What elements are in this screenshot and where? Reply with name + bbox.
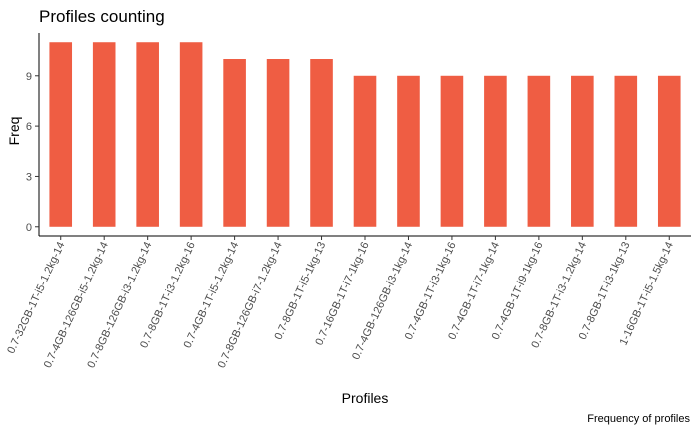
bar <box>440 75 464 227</box>
y-tick-label: 6 <box>26 121 32 133</box>
bar <box>484 75 507 227</box>
bar <box>179 42 203 227</box>
bar <box>49 42 73 227</box>
y-axis-title: Freq <box>6 117 22 146</box>
x-axis-title: Profiles <box>342 390 389 406</box>
bars-group <box>49 42 681 227</box>
bar <box>136 42 159 227</box>
bar <box>310 59 333 227</box>
bar <box>527 75 551 227</box>
y-tick-label: 3 <box>26 171 32 183</box>
y-axis-ticks: 0 3 6 9 <box>26 71 39 234</box>
bar <box>353 75 377 227</box>
chart-caption: Frequency of profiles <box>587 413 690 425</box>
chart-title: Profiles counting <box>39 7 165 26</box>
bar <box>571 75 594 227</box>
bar <box>614 75 638 227</box>
bar <box>92 42 116 227</box>
y-tick-label: 0 <box>26 222 32 234</box>
x-axis-ticks: 0.7-32GB-1T-i5-1.2kg-140.7-4GB-126GB-i5-… <box>5 236 676 370</box>
bar <box>266 59 290 227</box>
y-tick-label: 9 <box>26 71 32 83</box>
bar <box>397 75 420 227</box>
bar <box>657 75 681 227</box>
bar <box>223 59 246 227</box>
